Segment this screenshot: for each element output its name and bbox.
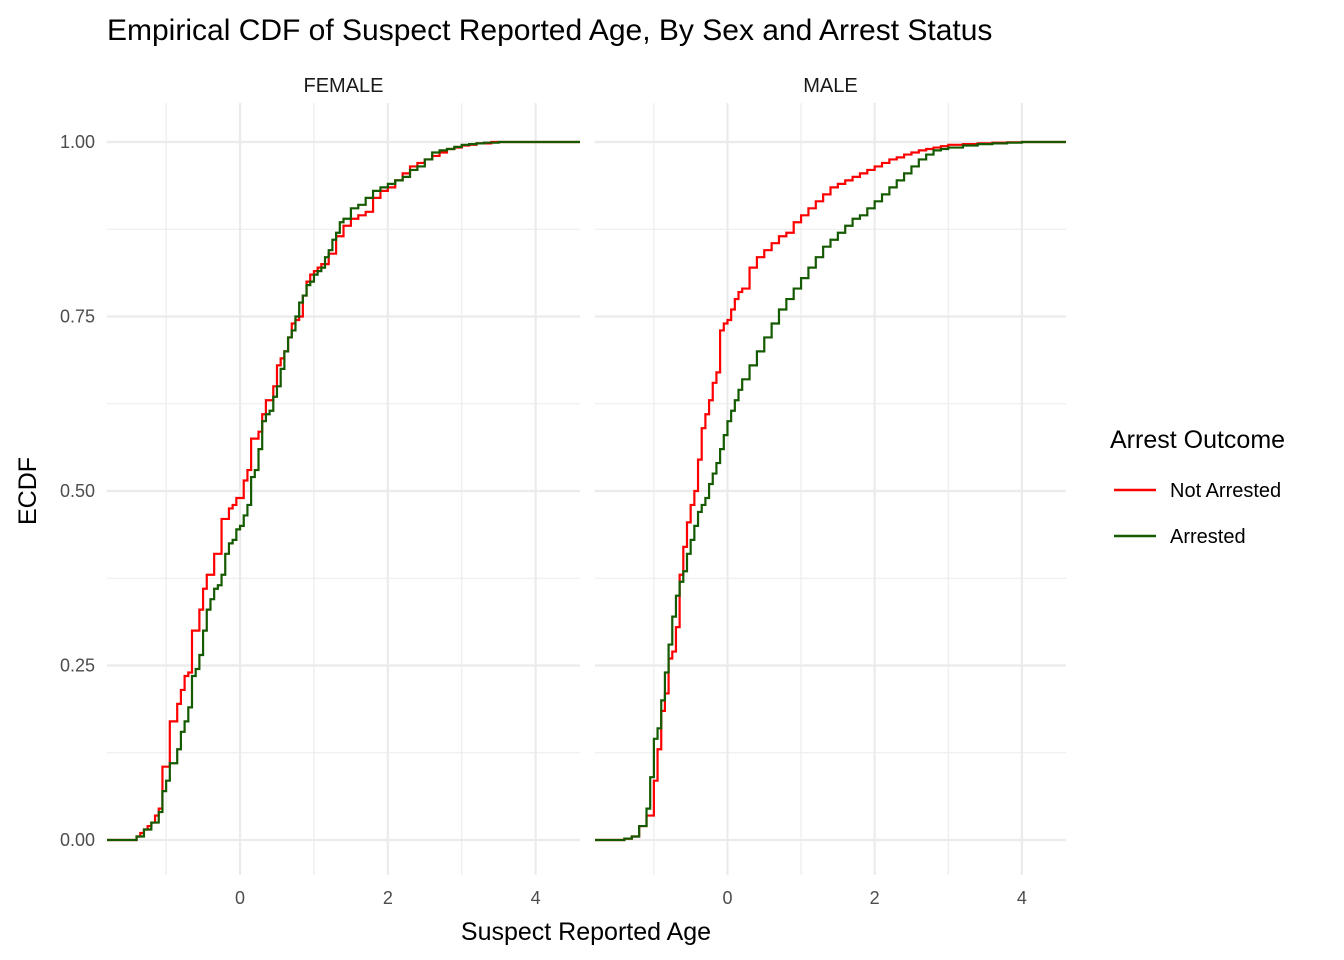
y-axis-title: ECDF	[14, 457, 42, 525]
y-tick-label: 0.25	[60, 656, 95, 676]
x-tick-label: 0	[235, 888, 245, 908]
facet-panels: FEMALE 0 2 4 MALE 0 2 4 0.00 0.25 0.50 0.75 1.00	[60, 75, 1066, 908]
strip-label-male: MALE	[803, 75, 857, 97]
ecdf-line-female-arrested	[107, 140, 580, 842]
y-tick-label: 0.50	[60, 481, 95, 501]
legend-label-arrested: Arrested	[1170, 526, 1246, 548]
y-tick-label: 1.00	[60, 132, 95, 152]
facet-panel-female: FEMALE 0 2 4	[107, 75, 580, 908]
y-tick-label: 0.00	[60, 830, 95, 850]
legend-label-not-arrested: Not Arrested	[1170, 480, 1281, 502]
x-tick-label: 4	[1017, 888, 1027, 908]
chart-title: Empirical CDF of Suspect Reported Age, B…	[107, 14, 992, 47]
legend-title: Arrest Outcome	[1110, 426, 1285, 454]
ecdf-line-female-not-arrested	[107, 140, 580, 842]
x-tick-label: 4	[531, 888, 541, 908]
x-axis-title: Suspect Reported Age	[461, 918, 711, 946]
y-tick-label: 0.75	[60, 307, 95, 327]
legend: Arrest Outcome Not Arrested Arrested	[1110, 426, 1285, 548]
ecdf-line-male-not-arrested	[595, 140, 1066, 842]
strip-label-female: FEMALE	[303, 75, 383, 97]
ecdf-line-male-arrested	[595, 140, 1066, 842]
x-tick-label: 0	[722, 888, 732, 908]
facet-panel-male: MALE 0 2 4	[595, 75, 1066, 908]
x-tick-label: 2	[870, 888, 880, 908]
x-tick-label: 2	[383, 888, 393, 908]
